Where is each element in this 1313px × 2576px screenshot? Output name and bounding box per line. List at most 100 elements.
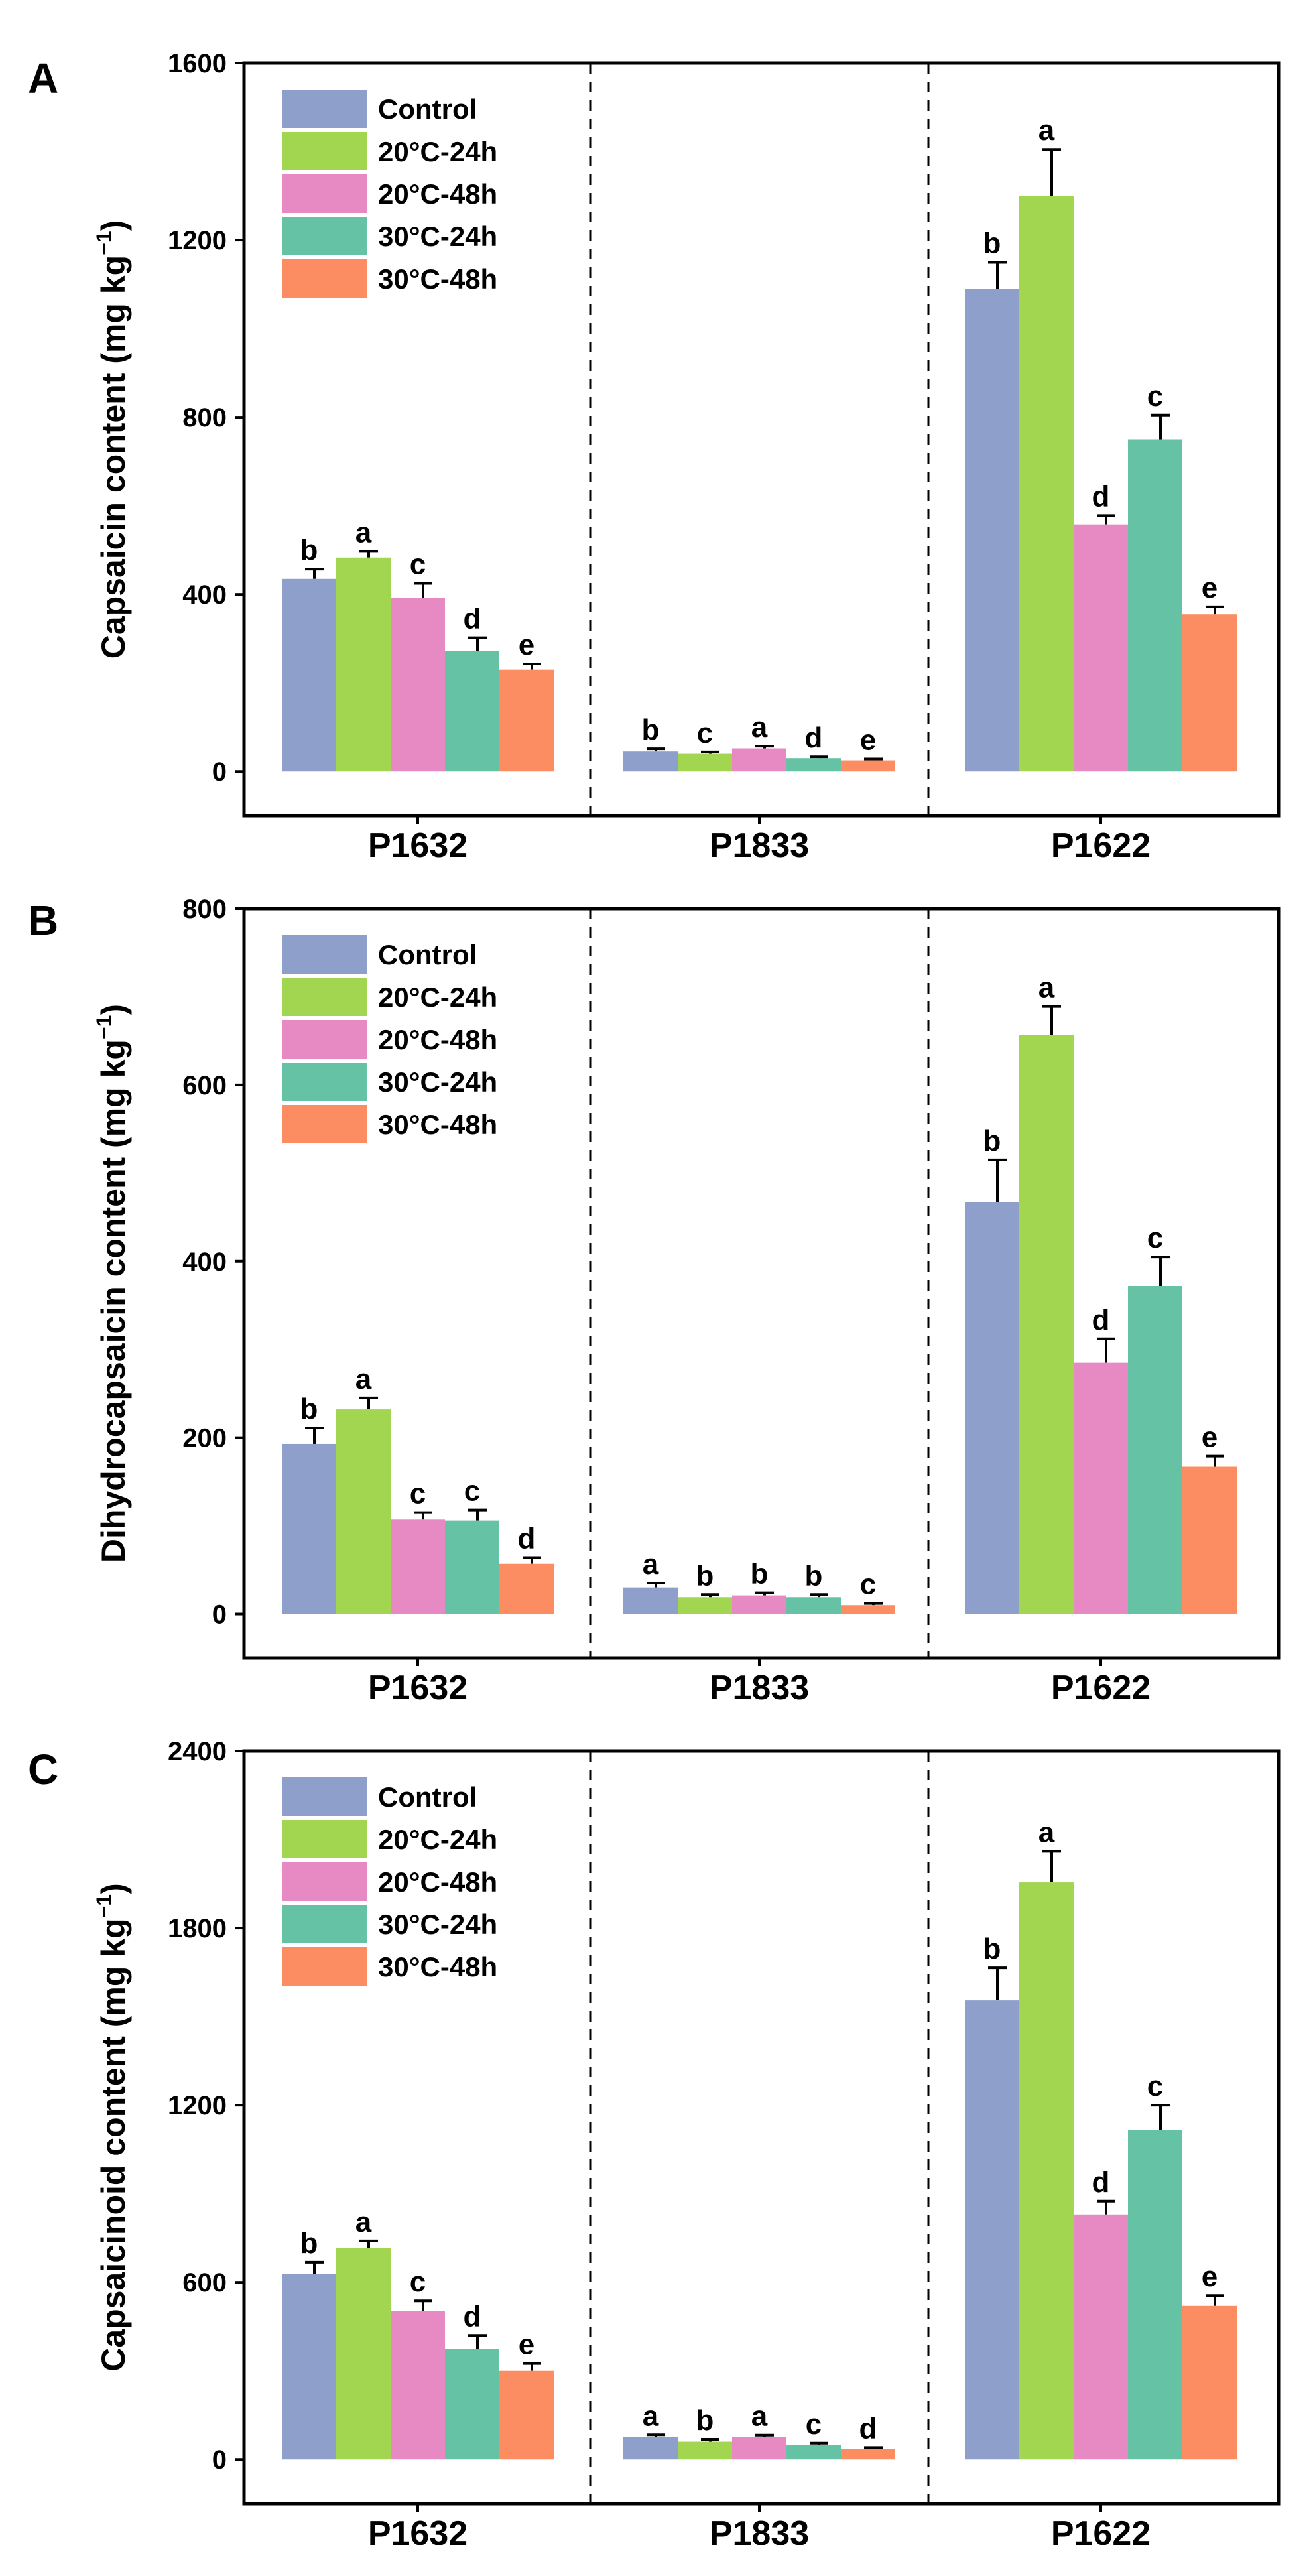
significance-letter: c: [410, 1478, 426, 1510]
bar-P1632-1: [336, 557, 391, 772]
bar-P1833-1: [678, 2441, 732, 2460]
bar-P1833-2: [732, 2437, 786, 2460]
legend-label: 20°C-48h: [378, 178, 497, 210]
bar-P1622-4: [1182, 614, 1237, 772]
bar-P1833-4: [841, 2449, 895, 2460]
legend-swatch: [282, 1905, 367, 1943]
significance-letter: a: [355, 516, 372, 548]
significance-letter: e: [860, 724, 876, 757]
y-tick-label: 200: [182, 1424, 227, 1453]
legend-swatch: [282, 1947, 367, 1986]
legend-swatch: [282, 259, 367, 298]
bar-P1622-1: [1019, 196, 1074, 772]
legend-swatch: [282, 174, 367, 213]
significance-letter: a: [1038, 1816, 1055, 1848]
legend-swatch: [282, 1020, 367, 1059]
significance-letter: c: [410, 2266, 426, 2298]
y-tick-label: 600: [182, 1071, 227, 1100]
bar-P1632-4: [499, 2370, 554, 2460]
legend-swatch: [282, 1105, 367, 1143]
bar-P1833-3: [786, 2444, 841, 2460]
significance-letter: d: [1092, 2166, 1110, 2199]
significance-letter: d: [1092, 480, 1110, 513]
significance-letter: a: [751, 711, 768, 743]
legend-label: 20°C-48h: [378, 1024, 497, 1055]
significance-letter: a: [751, 2400, 768, 2433]
bar-P1632-3: [445, 2349, 499, 2460]
plot-frame: [242, 1749, 1281, 2506]
legend-swatch: [282, 978, 367, 1016]
legend-label: 30°C-24h: [378, 1909, 497, 1940]
significance-letter: a: [355, 2206, 372, 2238]
y-tick-label: 1800: [168, 1914, 227, 1943]
significance-letter: b: [983, 1125, 1001, 1157]
significance-letter: b: [300, 2227, 318, 2260]
significance-letter: e: [1202, 1421, 1218, 1454]
y-tick-label: 2400: [168, 1737, 227, 1766]
bar-P1622-0: [965, 2000, 1019, 2460]
panel-letter: B: [28, 897, 58, 944]
bar-P1622-2: [1074, 524, 1128, 772]
y-tick-label: 1600: [168, 49, 227, 78]
significance-letter: c: [410, 548, 426, 580]
y-tick-label: 800: [182, 403, 227, 432]
significance-letter: e: [1202, 572, 1218, 604]
bar-P1632-4: [499, 669, 554, 772]
significance-letter: b: [805, 1559, 823, 1592]
y-tick-label: 0: [212, 757, 227, 787]
legend-label: Control: [378, 939, 477, 970]
bar-P1632-3: [445, 1520, 499, 1614]
significance-letter: e: [519, 2329, 534, 2361]
significance-letter: b: [642, 714, 660, 746]
plot-frame: [242, 61, 1281, 818]
significance-letter: b: [696, 1559, 714, 1592]
significance-letter: a: [1038, 972, 1055, 1004]
legend: Control 20°C-24h 20°C-48h 30°C-24h 30°C-48h: [282, 935, 497, 1143]
legend-label: 20°C-24h: [378, 136, 497, 167]
bar-P1833-2: [732, 748, 786, 772]
bar-P1622-1: [1019, 1035, 1074, 1614]
chart-panel-B: Bb a c c d P1632 a b b b c P1833 b a d c e P1622 0 200 400 60…: [28, 895, 1281, 1707]
legend-label: 20°C-48h: [378, 1866, 497, 1898]
legend-label: 20°C-24h: [378, 982, 497, 1013]
category-label: P1632: [368, 1669, 468, 1707]
bar-P1622-0: [965, 1202, 1019, 1614]
y-tick-label: 400: [182, 580, 227, 610]
category-label: P1833: [710, 826, 809, 865]
bar-P1622-3: [1128, 439, 1182, 772]
y-tick-label: 1200: [168, 2091, 227, 2120]
significance-letter: d: [518, 1522, 536, 1555]
bar-P1833-2: [732, 1595, 786, 1614]
y-tick-label: 400: [182, 1248, 227, 1277]
chart-panel-A: Ab a c d e P1632 b c a d e P1833 b a d c e P1622 0 400 800 12…: [28, 49, 1281, 865]
bar-P1632-2: [391, 598, 445, 772]
y-tick-label: 800: [182, 895, 227, 924]
significance-letter: d: [805, 722, 823, 754]
legend-label: Control: [378, 94, 477, 125]
y-tick-label: 0: [212, 1600, 227, 1630]
panel-letter: C: [28, 1746, 58, 1793]
legend-swatch: [282, 217, 367, 255]
significance-letter: b: [983, 227, 1001, 259]
bar-P1833-1: [678, 1597, 732, 1614]
bar-P1632-4: [499, 1563, 554, 1614]
significance-letter: c: [1147, 380, 1163, 413]
bar-P1622-3: [1128, 2130, 1182, 2460]
significance-letter: b: [300, 1393, 318, 1425]
bar-P1622-2: [1074, 1362, 1128, 1614]
significance-letter: a: [643, 2400, 659, 2432]
bar-P1622-2: [1074, 2214, 1128, 2460]
legend-swatch: [282, 90, 367, 128]
legend-label: 30°C-24h: [378, 221, 497, 252]
significance-letter: c: [1147, 1222, 1163, 1254]
category-label: P1622: [1051, 1669, 1151, 1707]
bar-P1833-4: [841, 760, 895, 772]
bar-P1632-1: [336, 2248, 391, 2460]
significance-letter: c: [860, 1569, 876, 1601]
legend-label: Control: [378, 1781, 477, 1813]
significance-letter: b: [751, 1558, 769, 1590]
bar-P1622-1: [1019, 1882, 1074, 2460]
significance-letter: c: [697, 717, 713, 749]
bar-P1632-1: [336, 1409, 391, 1614]
